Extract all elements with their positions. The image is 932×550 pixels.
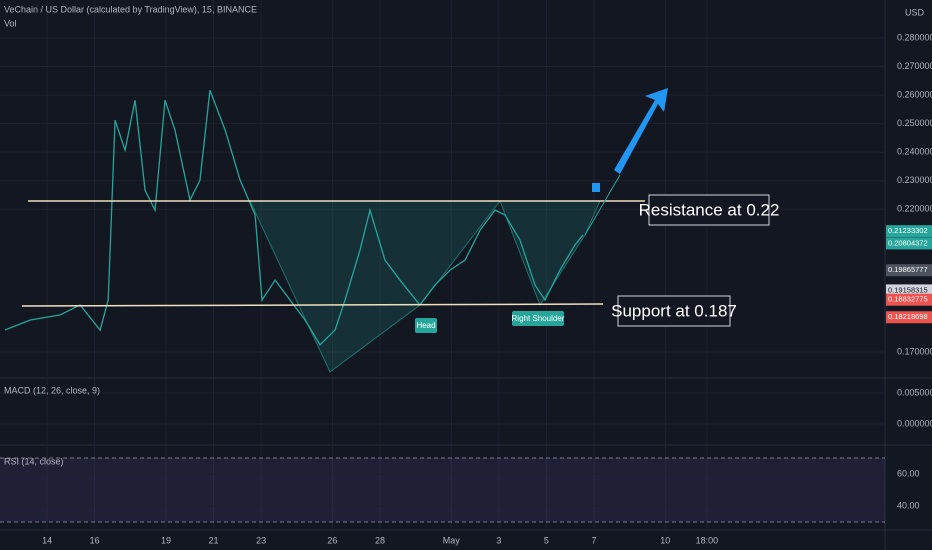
price-tag-label: 0.18832775: [888, 295, 928, 304]
annotation-box: [617, 295, 731, 327]
x-tick-label: 3: [496, 535, 501, 545]
macd-title: MACD (12, 26, close, 9): [4, 385, 100, 395]
y-tick-label: 0.23000000: [897, 175, 932, 185]
price-tag-label: 0.19865777: [888, 265, 928, 274]
price-tag: [886, 237, 932, 250]
price-line: [4, 89, 584, 346]
annotation-box: [648, 194, 770, 226]
annotation: Head: [416, 321, 435, 330]
price-tag-label: 0.21233302: [888, 226, 928, 235]
annotation: Support at 0.187: [611, 301, 737, 320]
y-tick-label: 60.00: [897, 468, 920, 478]
price-tag-label: 0.20804372: [888, 238, 928, 247]
x-tick-label: 16: [90, 535, 100, 545]
pattern-shape: [249, 199, 601, 373]
y-tick-label: 0.25000000: [897, 118, 932, 128]
x-tick-label: 19: [161, 535, 171, 545]
y-tick-label: 0.22000000: [897, 204, 932, 214]
x-tick-label: 23: [256, 535, 266, 545]
price-tag: [886, 284, 932, 297]
flag: [592, 183, 600, 192]
price-tag: [886, 225, 932, 238]
price-tag: [886, 264, 932, 277]
label-box: [512, 311, 564, 326]
annotation: Right Shoulder: [512, 314, 565, 323]
currency: USD: [905, 7, 925, 17]
support-line: [21, 303, 604, 307]
x-tick-label: 7: [591, 535, 596, 545]
projection-line: [584, 174, 621, 236]
price-tag-label: 0.18218698: [888, 312, 928, 321]
x-tick-label: 18:00: [696, 535, 719, 545]
rsi-band: [0, 457, 885, 522]
x-tick-label: 5: [544, 535, 549, 545]
price-tag: [886, 311, 932, 324]
x-tick-label: 14: [42, 535, 52, 545]
rsi-title: RSI (14, close): [4, 456, 64, 466]
annotation: Resistance at 0.22: [639, 200, 780, 219]
x-tick-label: 10: [660, 535, 670, 545]
price-tag: [886, 293, 932, 306]
y-tick-label: 0.17000000: [897, 346, 932, 356]
x-tick-label: 26: [327, 535, 337, 545]
arrow: [614, 88, 668, 174]
label-box: [415, 318, 437, 333]
y-tick-label: 0.00000000: [897, 418, 932, 428]
x-tick-label: 28: [375, 535, 385, 545]
x-tick-label: 21: [209, 535, 219, 545]
chart-title: VeChain / US Dollar (calculated by Tradi…: [4, 4, 257, 14]
x-tick-label: May: [443, 535, 461, 545]
y-tick-label: 0.24000000: [897, 147, 932, 157]
y-tick-label: 0.26000000: [897, 89, 932, 99]
y-tick-label: 0.28000000: [897, 32, 932, 42]
subtitle: Vol: [4, 18, 17, 28]
y-tick-label: 0.00500000: [897, 387, 932, 397]
price-tag-label: 0.19158315: [888, 285, 928, 294]
y-tick-label: 40.00: [897, 500, 920, 510]
y-tick-label: 0.27000000: [897, 61, 932, 71]
